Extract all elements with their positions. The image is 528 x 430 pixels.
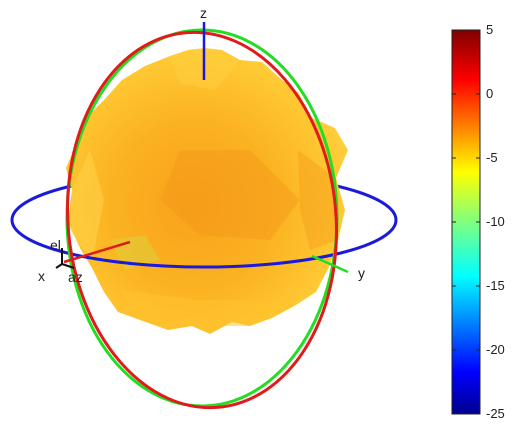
colorbar-tick-label: -10 — [486, 214, 505, 229]
colorbar-gradient — [451, 29, 481, 415]
colorbar-tick-label: 0 — [486, 86, 493, 101]
x-axis-label: x — [38, 268, 45, 284]
colorbar-tick-label: -20 — [486, 342, 505, 357]
origin-x-line — [55, 263, 63, 269]
az-axis-line — [61, 263, 75, 269]
az-axis-label: az — [68, 269, 83, 285]
elevation-ring-red — [66, 30, 338, 410]
colorbar-tick-label: -5 — [486, 150, 498, 165]
colorbar-tick-label: -15 — [486, 278, 505, 293]
colorbar: 5 0 -5 -10 -15 -20 -25 — [451, 22, 505, 421]
axis-labels: z y x el az — [38, 5, 365, 285]
el-axis-label: el — [50, 237, 61, 253]
rings-front — [10, 28, 398, 410]
lobe-facet-bottom — [120, 290, 296, 326]
lobe-facet-shade-center — [160, 150, 300, 240]
colorbar-tick-label: -25 — [486, 406, 505, 421]
radiation-lobe — [66, 48, 348, 334]
coordinate-axes — [55, 22, 349, 274]
colorbar-ticks: 5 0 -5 -10 -15 -20 -25 — [452, 22, 505, 421]
y-axis-label: y — [358, 265, 365, 281]
y-axis-line — [311, 254, 349, 274]
azimuth-ring-front — [10, 219, 398, 269]
z-axis-label: z — [200, 5, 207, 21]
colorbar-tick-label: 5 — [486, 22, 493, 37]
lobe-facet-highlight-left — [70, 150, 104, 262]
lobe-facet-shade-right — [298, 150, 338, 250]
x-axis-line — [63, 240, 131, 264]
